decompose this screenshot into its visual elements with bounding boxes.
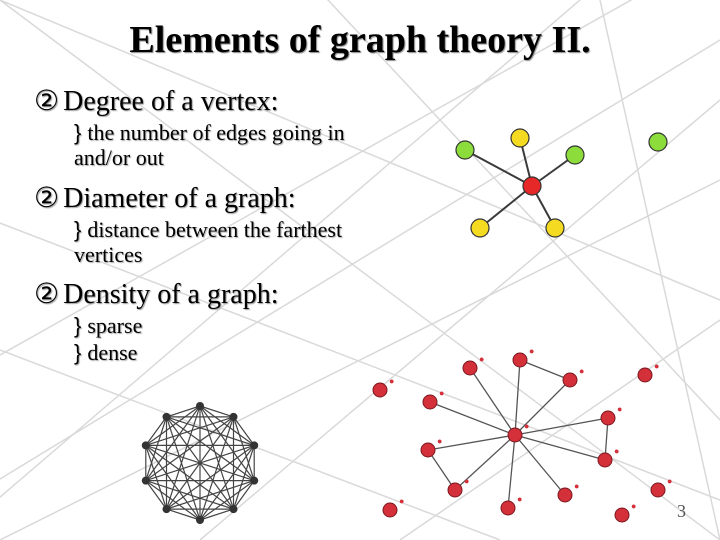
- svg-text:●: ●: [399, 496, 404, 506]
- bullet-degree-label: Degree of a vertex:: [63, 86, 278, 117]
- sub-sparse-text: sparse: [87, 313, 142, 338]
- svg-text:●: ●: [617, 404, 622, 414]
- sparse-graph-diagram: ● ● ● ● ● ● ● ● ● ● ● ● ● ● ● ●: [360, 340, 680, 530]
- sub-dense: }dense: [74, 340, 374, 365]
- small-graph-diagram: [400, 120, 680, 250]
- svg-text:●: ●: [439, 388, 444, 398]
- svg-text:●: ●: [667, 476, 672, 486]
- svg-text:●: ●: [574, 481, 579, 491]
- svg-text:●: ●: [389, 376, 394, 386]
- svg-text:●: ●: [579, 366, 584, 376]
- svg-text:●: ●: [631, 501, 636, 511]
- svg-text:●: ●: [437, 436, 442, 446]
- bullet-density-label: Density of a graph:: [63, 279, 278, 310]
- bullet-diameter-label: Diameter of a graph:: [63, 183, 295, 214]
- svg-text:●: ●: [464, 476, 469, 486]
- sub-degree: }the number of edges going in and/or out: [74, 120, 374, 171]
- svg-text:●: ●: [529, 346, 534, 356]
- svg-text:●: ●: [517, 494, 522, 504]
- page-number: 3: [677, 501, 686, 522]
- sub-dense-text: dense: [87, 340, 137, 365]
- sub-diameter-text: distance between the farthest vertices: [74, 217, 342, 267]
- bullet-icon: ②: [34, 182, 59, 213]
- svg-text:●: ●: [479, 354, 484, 364]
- sub-diameter: }distance between the farthest vertices: [74, 217, 374, 268]
- dense-graph-diagram: [130, 398, 270, 528]
- sub-sparse: }sparse: [74, 313, 374, 338]
- sub-icon: }: [74, 217, 81, 242]
- svg-text:●: ●: [524, 421, 529, 431]
- bullet-density: ②Density of a graph:: [34, 277, 690, 311]
- sub-icon: }: [74, 120, 81, 145]
- bullet-icon: ②: [34, 85, 59, 116]
- svg-text:●: ●: [654, 361, 659, 371]
- bullet-icon: ②: [34, 278, 59, 309]
- page-title: Elements of graph theory II.: [30, 18, 690, 62]
- sub-icon: }: [74, 313, 81, 338]
- sub-degree-text: the number of edges going in and/or out: [74, 120, 345, 170]
- sub-icon: }: [74, 340, 81, 365]
- bullet-degree: ②Degree of a vertex:: [34, 84, 690, 118]
- svg-text:●: ●: [614, 446, 619, 456]
